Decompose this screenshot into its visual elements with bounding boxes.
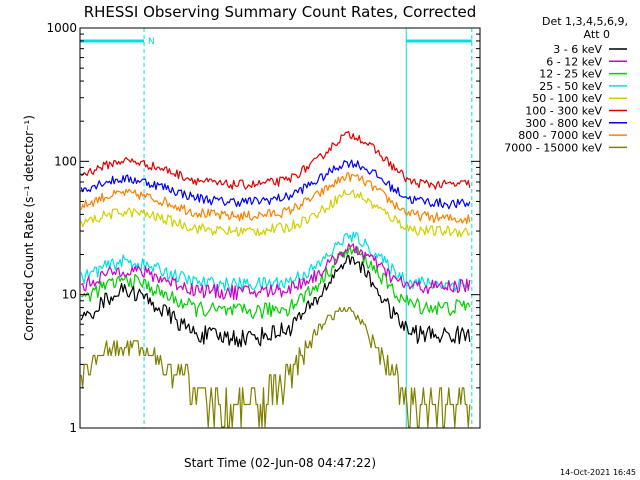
series-line-4	[80, 189, 471, 238]
night-label: N	[148, 37, 155, 47]
x-axis-label: Start Time (02-Jun-08 04:47:22)	[184, 456, 376, 470]
legend-label-3: 25 - 50 keV	[539, 80, 602, 93]
axes: 110100100005:0005:1505:3005:4506:0006:15	[46, 21, 481, 435]
legend-label-6: 300 - 800 keV	[525, 117, 602, 130]
legend-label-0: 3 - 6 keV	[553, 43, 602, 56]
series-line-7	[80, 172, 471, 225]
legend-label-2: 12 - 25 keV	[539, 68, 602, 81]
y-tick-label: 100	[54, 154, 77, 168]
series-layer	[80, 130, 471, 428]
date-stamp: 14-Oct-2021 16:45	[560, 468, 636, 477]
y-tick-label: 10	[62, 288, 77, 302]
legend-label-8: 7000 - 15000 keV	[504, 141, 602, 154]
series-line-0	[80, 255, 471, 348]
series-line-6	[80, 159, 471, 210]
y-axis-label: Corrected Count Rate (s⁻¹ detector⁻¹)	[22, 115, 36, 341]
series-line-5	[81, 130, 471, 190]
series-line-8	[80, 307, 471, 428]
y-tick-label: 1	[69, 421, 77, 435]
legend-label-1: 6 - 12 keV	[546, 55, 602, 68]
plot-frame	[79, 27, 481, 429]
legend-label-5: 100 - 300 keV	[525, 105, 602, 118]
chart-title: RHESSI Observing Summary Count Rates, Co…	[84, 3, 477, 21]
legend-header-line-1: Det 1,3,4,5,6,9,	[542, 15, 628, 28]
legend-header-line-2: Att 0	[584, 28, 610, 41]
legend-label-7: 800 - 7000 keV	[518, 129, 602, 142]
series-line-1	[80, 243, 471, 301]
legend-label-4: 50 - 100 keV	[532, 92, 602, 105]
y-tick-label: 1000	[46, 21, 77, 35]
series-line-2	[81, 246, 471, 319]
